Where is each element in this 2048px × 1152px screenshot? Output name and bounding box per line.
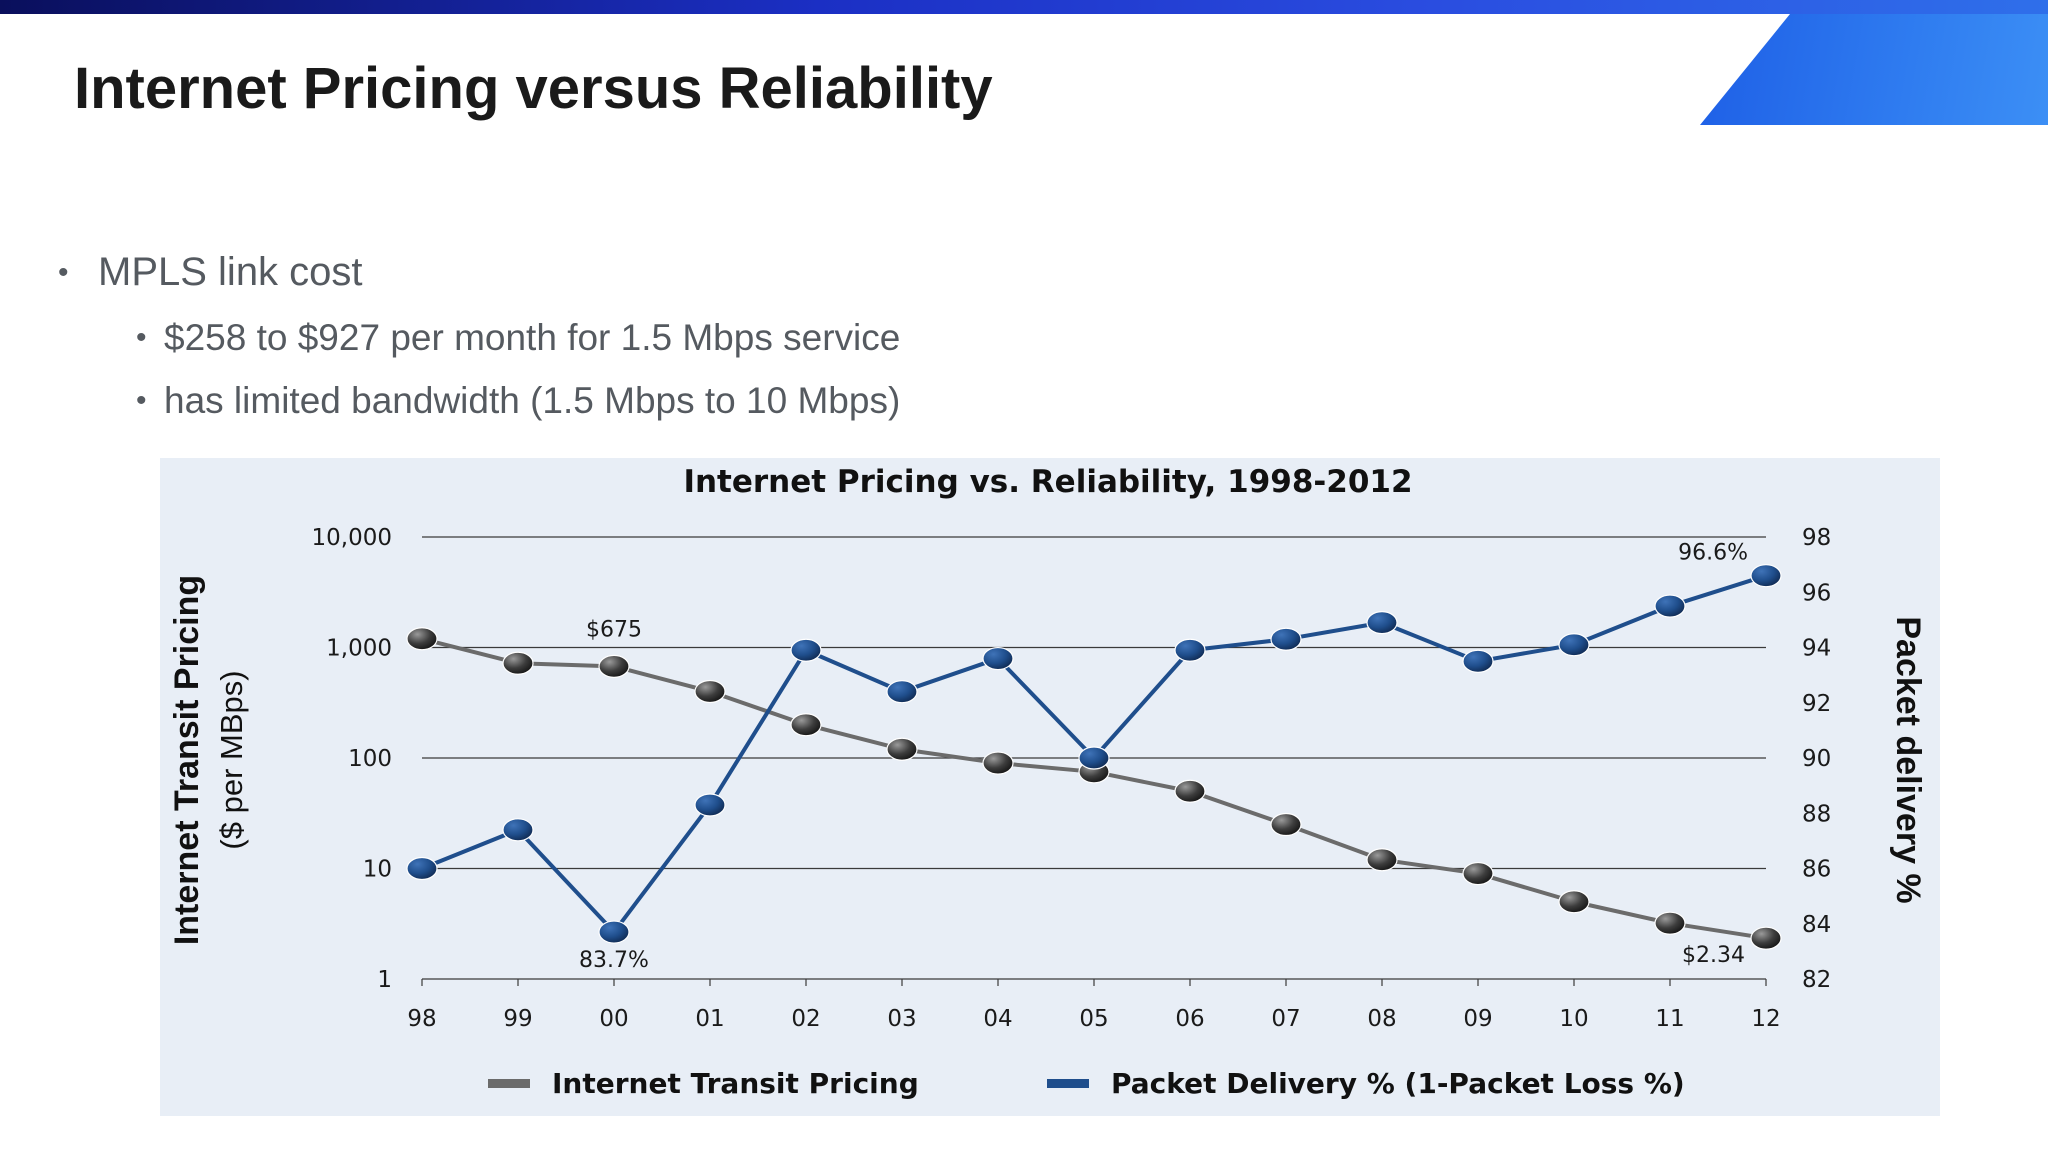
delivery-data-point <box>790 638 822 662</box>
legend-label: Packet Delivery % (1-Packet Loss %) <box>1111 1067 1685 1100</box>
x-tick-label: 99 <box>503 1006 532 1032</box>
chart-annotations: $675 83.7% 96.6% $2.34 <box>579 541 1748 973</box>
y-left-axis-label: Internet Transit Pricing <box>168 575 206 945</box>
y-right-tick-label: 92 <box>1802 691 1831 717</box>
top-accent-bar <box>0 0 2048 14</box>
y-right-tick-label: 86 <box>1802 857 1831 883</box>
y-left-tick-label: 100 <box>348 746 392 772</box>
x-tick-label: 11 <box>1655 1006 1684 1032</box>
pricing-data-point <box>1750 926 1782 950</box>
y-right-tick-label: 88 <box>1802 801 1831 827</box>
x-tick-label: 07 <box>1271 1006 1300 1032</box>
y-right-tick-label: 96 <box>1802 580 1831 606</box>
sub-bullet-item: • has limited bandwidth (1.5 Mbps to 10 … <box>136 380 900 422</box>
delivery-data-point <box>1078 746 1110 770</box>
x-tick-label: 02 <box>791 1006 820 1032</box>
pricing-data-point <box>502 651 534 675</box>
bullet-text: has limited bandwidth (1.5 Mbps to 10 Mb… <box>164 380 901 421</box>
slide-title: Internet Pricing versus Reliability <box>74 56 993 121</box>
pricing-data-point <box>598 654 630 678</box>
bullet-item: • MPLS link cost <box>58 250 363 295</box>
x-tick-label: 04 <box>983 1006 1012 1032</box>
pricing-data-point <box>1366 848 1398 872</box>
y-right-tick-label: 84 <box>1802 912 1831 938</box>
chart-title: Internet Pricing vs. Reliability, 1998-2… <box>683 464 1412 500</box>
delivery-data-point <box>694 793 726 817</box>
data-label: 96.6% <box>1678 541 1748 566</box>
data-label: $2.34 <box>1682 943 1745 968</box>
y-right-tick-label: 82 <box>1802 967 1831 993</box>
x-tick-label: 05 <box>1079 1006 1108 1032</box>
delivery-data-point <box>1462 649 1494 673</box>
bullet-dot-icon: • <box>136 321 147 354</box>
y-left-tick-label: 10 <box>363 857 392 883</box>
y-right-tick-label: 94 <box>1802 636 1831 662</box>
delivery-data-point <box>886 680 918 704</box>
delivery-data-point <box>598 920 630 944</box>
pricing-data-point <box>406 627 438 651</box>
pricing-data-point <box>1462 861 1494 886</box>
legend-label: Internet Transit Pricing <box>552 1067 919 1100</box>
x-tick-label: 98 <box>407 1006 436 1032</box>
delivery-data-point <box>406 856 438 881</box>
pricing-data-point <box>790 713 822 737</box>
y-left-tick-label: 10,000 <box>312 525 392 551</box>
data-label: $675 <box>586 617 642 642</box>
x-tick-label: 12 <box>1751 1006 1780 1032</box>
legend-swatch <box>1047 1079 1089 1088</box>
x-tick-label: 01 <box>695 1006 724 1032</box>
pricing-data-point <box>1654 911 1686 935</box>
bullet-dot-icon: • <box>58 255 69 289</box>
bullet-text: MPLS link cost <box>98 250 363 294</box>
delivery-data-point <box>1174 638 1206 662</box>
x-tick-label: 08 <box>1367 1006 1396 1032</box>
data-label: 83.7% <box>579 948 649 973</box>
bullet-dot-icon: • <box>136 384 147 417</box>
delivery-data-point <box>982 646 1014 671</box>
pricing-data-point <box>1270 812 1302 837</box>
y-right-axis-label: Packet delivery % <box>1889 616 1927 903</box>
delivery-data-point <box>1558 633 1590 657</box>
y-left-axis-sublabel: ($ per MBps) <box>214 670 249 849</box>
chart-series <box>406 564 1782 950</box>
x-tick-label: 10 <box>1559 1006 1588 1032</box>
x-tick-label: 00 <box>599 1006 628 1032</box>
delivery-data-point <box>502 818 534 842</box>
delivery-data-point <box>1750 564 1782 588</box>
pricing-data-point <box>1174 779 1206 803</box>
legend-swatch <box>488 1079 530 1088</box>
corner-accent-shape <box>1700 14 2048 125</box>
pricing-data-point <box>886 737 918 761</box>
delivery-data-point <box>1366 611 1398 635</box>
pricing-data-point <box>1558 890 1590 914</box>
bullet-text: $258 to $927 per month for 1.5 Mbps serv… <box>164 317 901 358</box>
y-left-tick-label: 1,000 <box>326 636 392 662</box>
y-left-tick-label: 1 <box>377 967 392 993</box>
chart-legend: Internet Transit Pricing Packet Delivery … <box>488 1067 1685 1100</box>
delivery-data-point <box>1654 594 1686 618</box>
x-tick-label: 06 <box>1175 1006 1204 1032</box>
x-tick-label: 03 <box>887 1006 916 1032</box>
pricing-data-point <box>982 751 1014 775</box>
x-tick-label: 09 <box>1463 1006 1492 1032</box>
sub-bullet-item: • $258 to $927 per month for 1.5 Mbps se… <box>136 317 900 359</box>
y-right-tick-label: 90 <box>1802 746 1831 772</box>
pricing-data-point <box>694 679 726 704</box>
delivery-data-point <box>1270 627 1302 651</box>
chart-svg: Internet Pricing vs. Reliability, 1998-2… <box>168 464 1927 1100</box>
y-right-tick-label: 98 <box>1802 525 1831 551</box>
chart-panel: Internet Pricing vs. Reliability, 1998-2… <box>160 458 1940 1116</box>
